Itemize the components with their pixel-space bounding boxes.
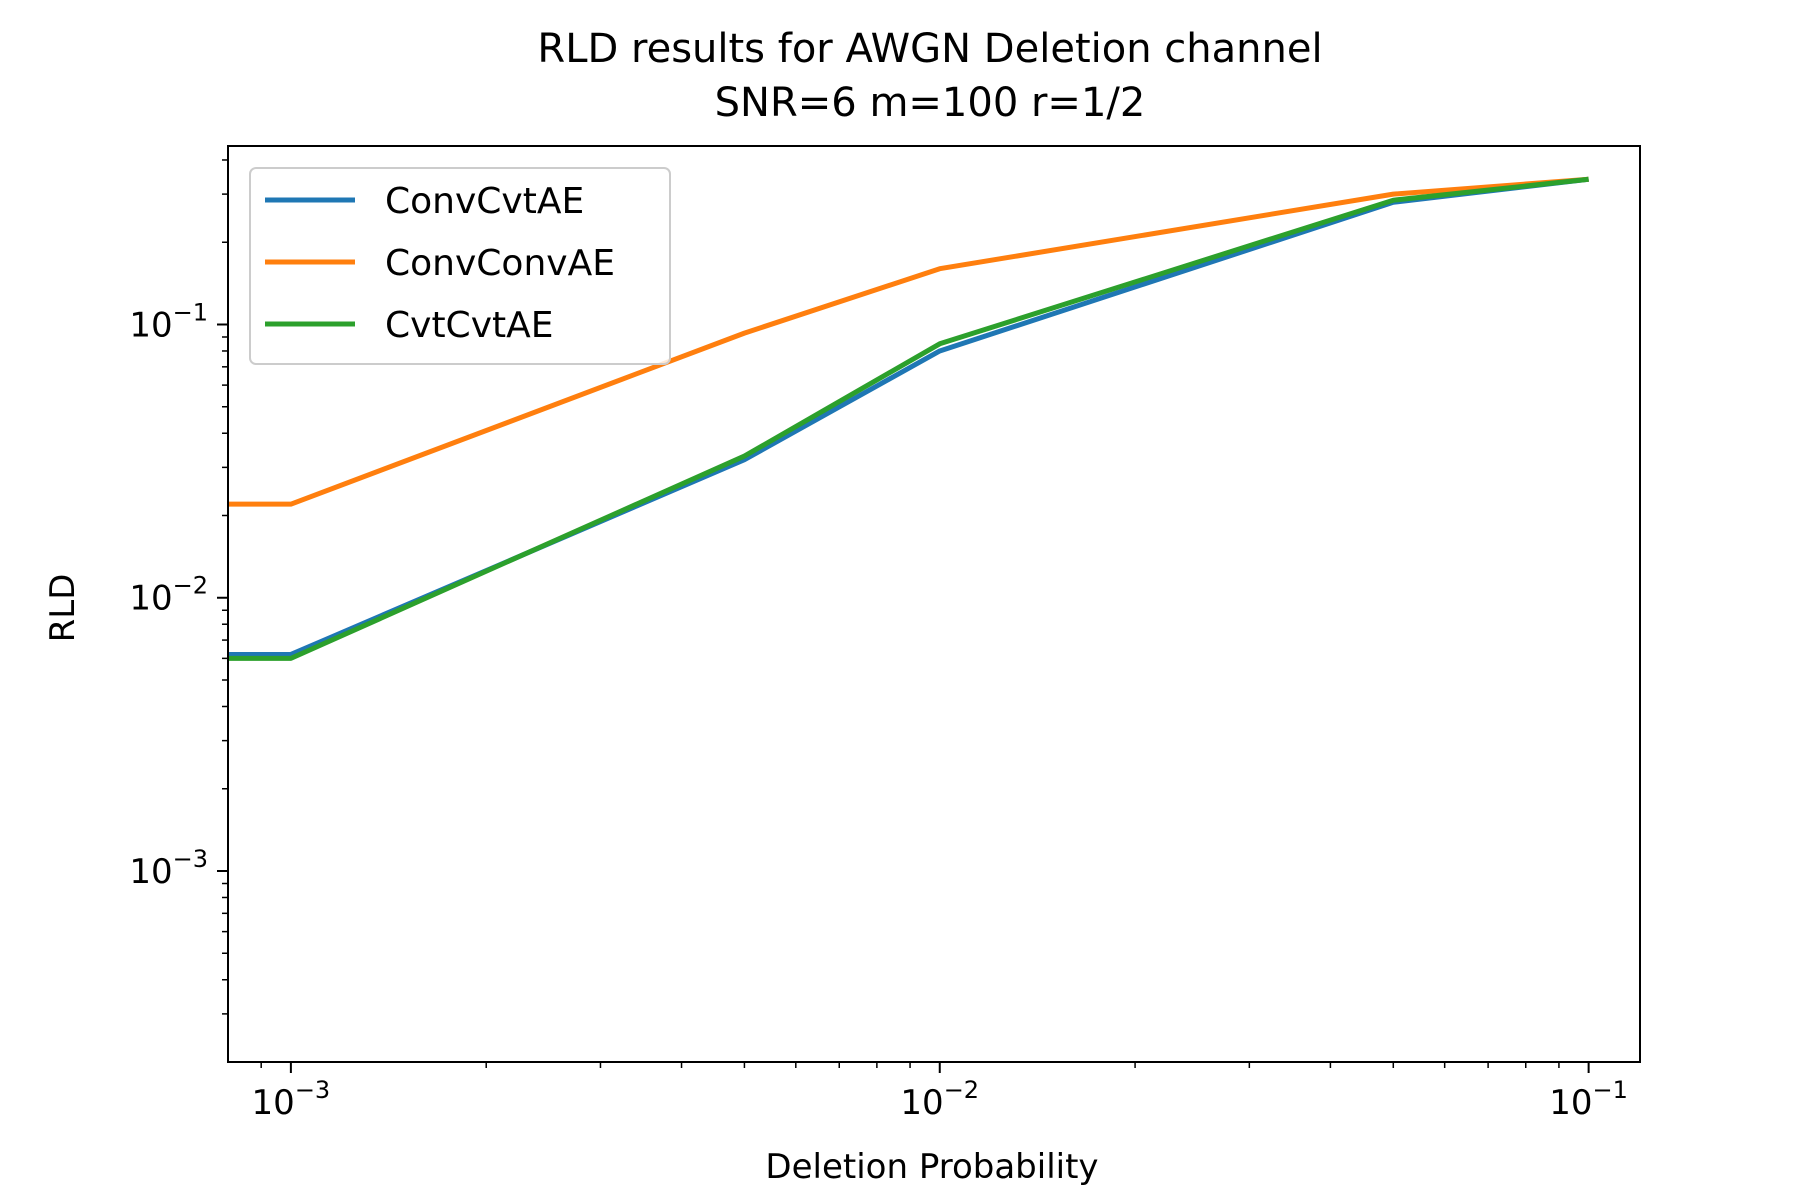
y-tick-label: 10−1: [129, 298, 208, 345]
x-major-ticks: 10−3 10−2 10−1: [252, 1062, 1628, 1123]
legend-box: [249, 167, 671, 365]
series-lines: [228, 176, 1589, 661]
x-tick-label: 10−1: [1549, 1076, 1628, 1123]
x-axis-label: Deletion Probability: [765, 1147, 1098, 1187]
chart-subtitle: SNR=6 m=100 r=1/2: [715, 80, 1146, 126]
plot-frame: [227, 145, 1641, 1063]
chart-title: RLD results for AWGN Deletion channel: [537, 26, 1322, 72]
y-tick-label: 10−2: [129, 572, 208, 619]
series-line-cvtcvtae: [228, 176, 1589, 661]
legend-label-convcvtae: ConvCvtAE: [385, 181, 584, 222]
x-tick-label: 10−2: [900, 1076, 979, 1123]
x-tick-label: 10−3: [252, 1076, 331, 1123]
legend-label-cvtcvtae: CvtCvtAE: [385, 305, 554, 346]
y-major-ticks: 10−3 10−2 10−1: [129, 298, 228, 892]
y-tick-label: 10−3: [129, 845, 208, 892]
legend: ConvCvtAE ConvConvAE CvtCvtAE: [249, 167, 671, 365]
series-line-convconvae: [228, 176, 1589, 507]
y-axis-label: RLD: [43, 574, 83, 643]
legend-label-convconvae: ConvConvAE: [385, 243, 615, 284]
